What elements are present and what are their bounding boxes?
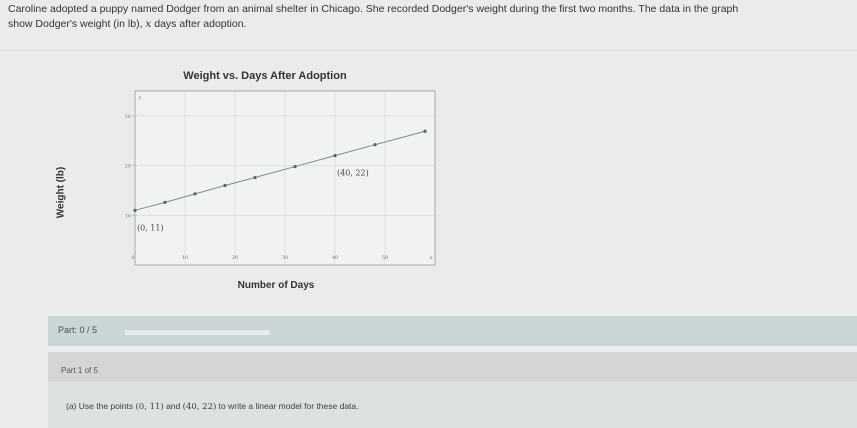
question-point-2: (40, 22) bbox=[182, 402, 217, 412]
point-annotation: (0, 11) bbox=[137, 223, 164, 232]
data-point bbox=[163, 200, 167, 204]
data-point bbox=[253, 175, 257, 180]
x-tick-label: 20 bbox=[232, 255, 238, 261]
question-end: to write a linear model for these data. bbox=[216, 401, 359, 411]
divider bbox=[0, 50, 857, 51]
point-annotation: (40, 22) bbox=[337, 169, 369, 178]
x-tick-label: 40 bbox=[332, 255, 338, 261]
part-header[interactable]: Part 1 of 5 bbox=[48, 352, 857, 382]
data-point bbox=[193, 192, 197, 196]
y-tick-label: 30 bbox=[125, 114, 131, 120]
problem-line-2-start: show Dodger's weight (in lb), bbox=[8, 18, 146, 30]
part-header-label: Part 1 of 5 bbox=[61, 366, 98, 375]
question-point-1: (0, 11) bbox=[135, 402, 164, 412]
part-progress-bar: Part: 0 / 5 bbox=[48, 316, 857, 346]
problem-line-2: show Dodger's weight (in lb), x days aft… bbox=[8, 17, 853, 32]
y-tick-label: 10 bbox=[125, 213, 131, 219]
x-axis-letter: x bbox=[430, 255, 433, 261]
problem-line-2-end: days after adoption. bbox=[151, 18, 247, 30]
problem-line-1: Caroline adopted a puppy named Dodger fr… bbox=[8, 3, 739, 15]
part-progress-label: Part: 0 / 5 bbox=[58, 325, 98, 335]
question-text: (a) Use the points (0, 11) and (40, 22) … bbox=[66, 401, 359, 412]
x-axis-label: Number of Days bbox=[237, 280, 315, 291]
problem-variable: x bbox=[145, 18, 152, 30]
chart-title: Weight vs. Days After Adoption bbox=[183, 70, 347, 82]
progress-track bbox=[125, 330, 270, 335]
data-point bbox=[373, 143, 377, 147]
data-point bbox=[293, 164, 297, 169]
data-point bbox=[333, 154, 337, 158]
x-tick-label: 50 bbox=[382, 255, 388, 261]
question-start: (a) Use the points bbox=[66, 401, 136, 411]
x-tick-label: 30 bbox=[282, 255, 288, 261]
data-point bbox=[223, 183, 227, 188]
part-panel: Part 1 of 5 (a) Use the points (0, 11) a… bbox=[48, 352, 857, 428]
question-mid: and bbox=[163, 401, 183, 411]
problem-statement: Caroline adopted a puppy named Dodger fr… bbox=[8, 2, 853, 32]
y-axis-label: Weight (lb) bbox=[55, 166, 67, 219]
y-axis-letter: y bbox=[138, 95, 142, 101]
data-point bbox=[133, 208, 137, 212]
scatter-plot: 10 20 30 40 50 10 20 30 0 x y (0, 11) (40, 22) bbox=[125, 90, 436, 266]
y-tick-label: 20 bbox=[125, 164, 131, 170]
x-tick-label: 10 bbox=[182, 255, 188, 261]
data-point bbox=[423, 129, 427, 133]
origin-label: 0 bbox=[131, 255, 134, 261]
